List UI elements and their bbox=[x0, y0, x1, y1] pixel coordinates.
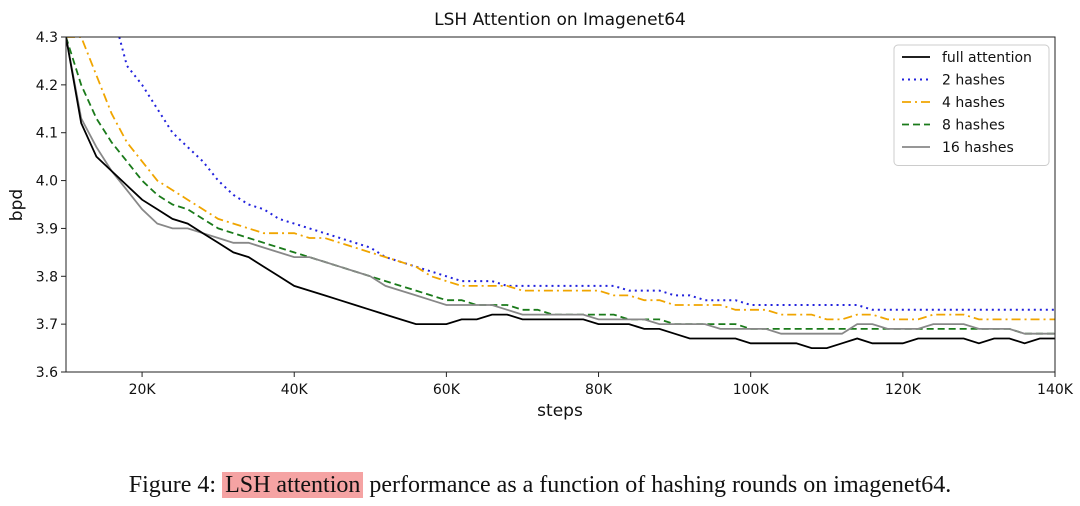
x-tick-label: 140K bbox=[1037, 382, 1074, 398]
legend-label: 4 hashes bbox=[942, 95, 1005, 111]
legend-box bbox=[893, 44, 1050, 166]
legend-label: full attention bbox=[942, 50, 1032, 66]
y-tick-label: 4.3 bbox=[36, 30, 58, 46]
legend: full attention 2 hashes 4 hashes 8 hashes 16… bbox=[893, 44, 1050, 166]
caption-highlight: LSH attention bbox=[222, 472, 364, 498]
series-line-full-attention bbox=[66, 37, 1055, 350]
caption-prefix: Figure 4: bbox=[128, 472, 223, 498]
series-line-2-hashes bbox=[118, 37, 1055, 311]
figure-caption: Figure 4: LSH attention performance as a… bbox=[0, 472, 1080, 499]
x-tick-label: 20K bbox=[129, 382, 157, 398]
y-axis-label: bpd bbox=[7, 189, 27, 221]
y-tick-label: 3.8 bbox=[36, 269, 58, 285]
plot-area bbox=[66, 37, 1055, 350]
y-tick-label: 4.0 bbox=[36, 174, 58, 190]
line-chart: LSH Attention on Imagenet64 bpd steps 20… bbox=[7, 10, 1074, 421]
x-tick-label: 60K bbox=[433, 382, 461, 398]
y-tick-label: 4.1 bbox=[36, 126, 58, 142]
series-line-16-hashes bbox=[66, 37, 1055, 335]
chart-title: LSH Attention on Imagenet64 bbox=[434, 10, 686, 30]
x-axis-label: steps bbox=[537, 401, 583, 421]
y-tick-label: 3.7 bbox=[36, 317, 58, 333]
legend-label: 2 hashes bbox=[942, 73, 1005, 89]
x-tick-label: 40K bbox=[281, 382, 309, 398]
legend-label: 8 hashes bbox=[942, 118, 1005, 134]
x-tick-label: 100K bbox=[733, 382, 770, 398]
y-tick-label: 3.6 bbox=[36, 365, 58, 381]
legend-label: 16 hashes bbox=[942, 140, 1014, 156]
y-tick-label: 4.2 bbox=[36, 78, 58, 94]
x-tick-label: 120K bbox=[885, 382, 922, 398]
plot-frame bbox=[65, 36, 1056, 373]
y-tick-label: 3.9 bbox=[36, 221, 58, 237]
axis-ticks: 20K 40K 60K 80K 100K 120K 140K 3.6 3.7 3.8 3.9 4.0 4… bbox=[36, 30, 1074, 398]
x-tick-label: 80K bbox=[585, 382, 613, 398]
caption-suffix: performance as a function of hashing rou… bbox=[363, 472, 952, 498]
